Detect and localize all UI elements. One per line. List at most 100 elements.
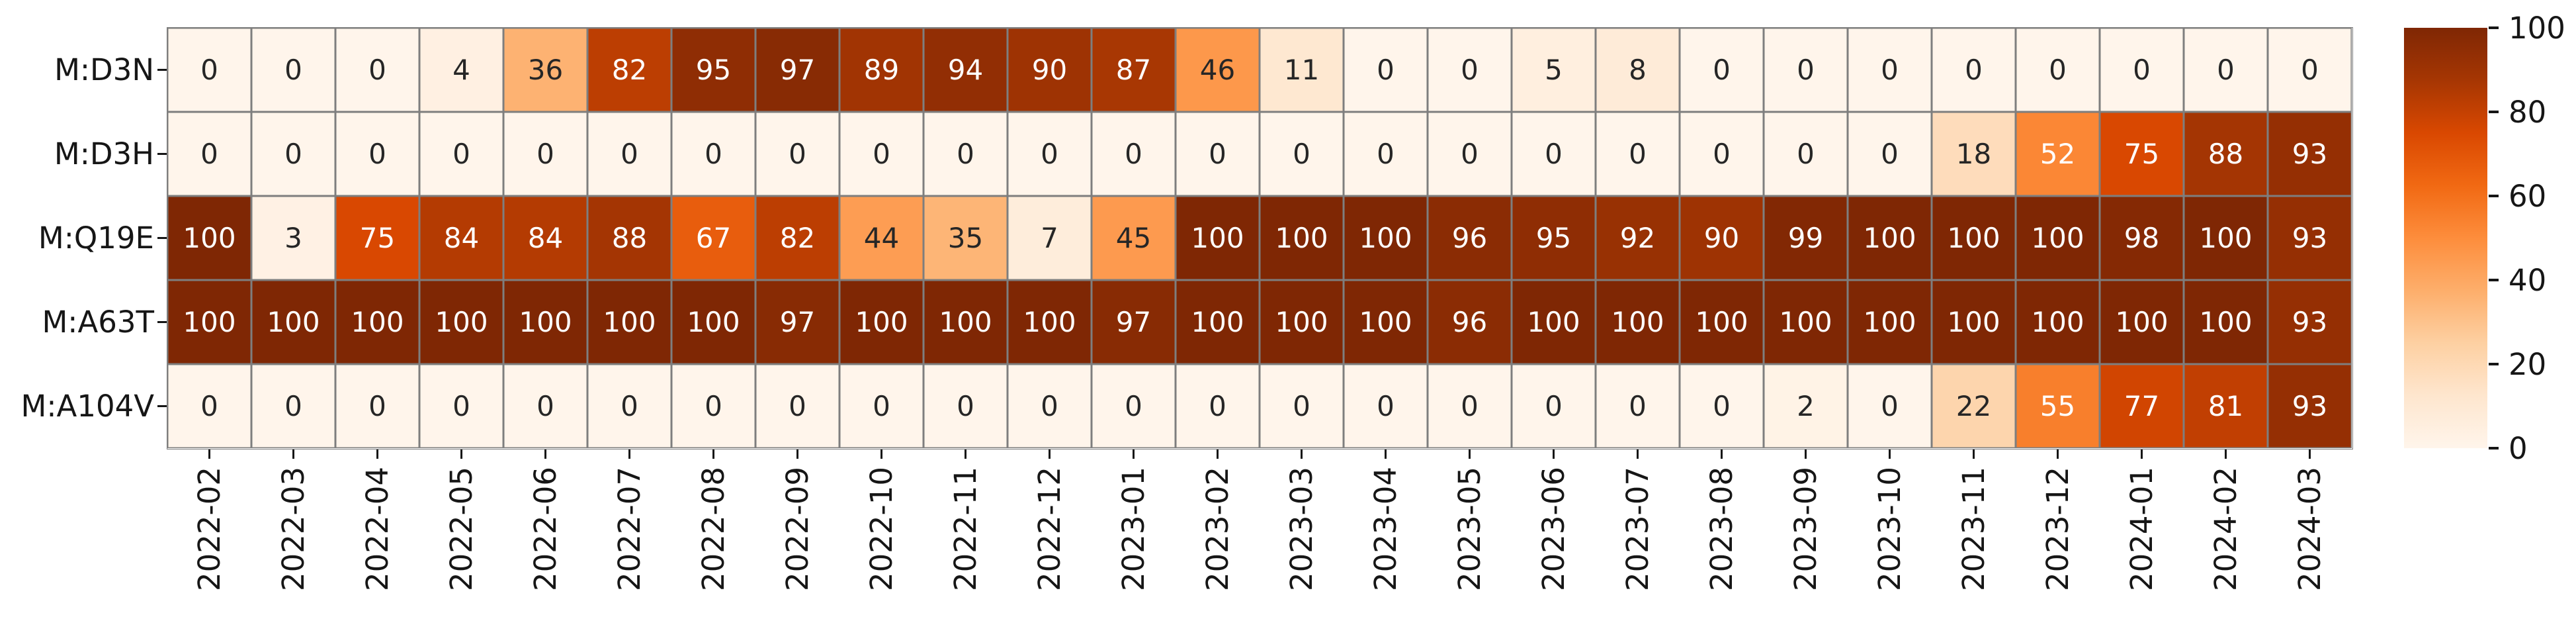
cell-value: 44 (863, 221, 900, 254)
y-tick-mark (157, 68, 167, 71)
heatmap-cell: 90 (1008, 28, 1092, 112)
heatmap-cell: 0 (1512, 112, 1596, 196)
cell-value: 0 (1713, 53, 1731, 86)
cell-value: 7 (1041, 221, 1058, 254)
heatmap-cell: 0 (335, 28, 419, 112)
heatmap-cell: 7 (1008, 196, 1092, 280)
heatmap-cell: 0 (923, 112, 1008, 196)
colorbar-tick-mark (2489, 447, 2499, 450)
heatmap-cell: 0 (1092, 364, 1176, 448)
heatmap-cell: 0 (2100, 28, 2184, 112)
heatmap-cell: 0 (587, 112, 671, 196)
row-label: M:A63T (42, 304, 154, 340)
heatmap-cell: 93 (2268, 196, 2352, 280)
heatmap-cell: 100 (1008, 280, 1092, 364)
row-label: M:D3H (54, 136, 154, 171)
colorbar-gradient (2404, 28, 2487, 448)
heatmap-cell: 22 (1932, 364, 2016, 448)
cell-value: 100 (1275, 305, 1328, 338)
cell-value: 100 (1863, 305, 1916, 338)
cell-value: 0 (873, 389, 890, 422)
heatmap-cell: 0 (251, 112, 335, 196)
x-tick-label: 2023-03 (1283, 466, 1319, 591)
cell-value: 36 (527, 53, 564, 86)
colorbar-tick-mark (2489, 279, 2499, 281)
cell-value: 52 (2039, 137, 2076, 170)
cell-value: 100 (939, 305, 992, 338)
colorbar-tick-mark (2489, 26, 2499, 29)
cell-value: 100 (1947, 305, 2000, 338)
heatmap-cell: 100 (1848, 280, 1932, 364)
cell-value: 0 (1041, 137, 1058, 170)
cell-value: 0 (537, 389, 554, 422)
colorbar-tick-label: 0 (2509, 431, 2528, 466)
heatmap-cell: 100 (671, 280, 755, 364)
cell-value: 0 (1293, 137, 1310, 170)
heatmap-cell: 100 (1176, 196, 1260, 280)
cell-value: 0 (705, 137, 722, 170)
cell-value: 100 (183, 305, 236, 338)
cell-value: 67 (695, 221, 732, 254)
cell-value: 0 (1629, 137, 1647, 170)
heatmap-cell: 100 (167, 280, 251, 364)
x-tick-label: 2022-11 (947, 466, 983, 591)
heatmap-cell: 0 (167, 28, 251, 112)
colorbar-tick-label: 40 (2509, 263, 2547, 298)
heatmap-cell: 2 (1764, 364, 1848, 448)
heatmap-cell: 4 (419, 28, 503, 112)
heatmap-cell: 0 (1428, 28, 1512, 112)
x-tick-label: 2023-09 (1787, 466, 1823, 591)
cell-value: 100 (2199, 221, 2253, 254)
x-tick-label: 2022-07 (611, 466, 647, 591)
cell-value: 0 (200, 53, 218, 86)
heatmap-cell: 0 (755, 364, 839, 448)
heatmap-cell: 100 (587, 280, 671, 364)
heatmap-cell: 0 (1848, 112, 1932, 196)
heatmap-cell: 0 (503, 112, 587, 196)
colorbar-tick-label: 100 (2509, 11, 2565, 46)
cell-value: 100 (1863, 221, 1916, 254)
cell-value: 0 (2217, 53, 2235, 86)
heatmap-cell: 44 (839, 196, 923, 280)
cell-value: 100 (1695, 305, 1748, 338)
cell-value: 97 (779, 53, 816, 86)
heatmap-cell: 100 (1344, 280, 1428, 364)
heatmap-cell: 93 (2268, 280, 2352, 364)
colorbar-tick-label: 80 (2509, 95, 2547, 130)
heatmap-cell: 0 (335, 364, 419, 448)
heatmap-cell: 82 (755, 196, 839, 280)
x-tick-mark (2140, 450, 2143, 459)
cell-value: 100 (1611, 305, 1664, 338)
x-tick-label: 2023-10 (1871, 466, 1907, 591)
x-tick-mark (1300, 450, 1303, 459)
cell-value: 0 (1461, 137, 1479, 170)
cell-value: 100 (183, 221, 236, 254)
heatmap-cell: 100 (1764, 280, 1848, 364)
heatmap-cell: 100 (1260, 280, 1344, 364)
heatmap-cell: 0 (251, 364, 335, 448)
heatmap-cell: 0 (251, 28, 335, 112)
x-tick-label: 2023-11 (1955, 466, 1991, 591)
x-tick-label: 2023-08 (1703, 466, 1739, 591)
heatmap-cell: 0 (1260, 112, 1344, 196)
cell-value: 4 (452, 53, 470, 86)
cell-value: 100 (2031, 221, 2084, 254)
cell-value: 0 (452, 389, 470, 422)
x-tick-mark (460, 450, 463, 459)
heatmap-cell: 0 (1596, 364, 1680, 448)
x-tick-label: 2023-01 (1115, 466, 1151, 591)
cell-value: 0 (284, 137, 302, 170)
x-tick-mark (1216, 450, 1219, 459)
x-tick-mark (2056, 450, 2059, 459)
cell-value: 95 (695, 53, 732, 86)
x-tick-mark (880, 450, 883, 459)
heatmap-cell: 97 (755, 280, 839, 364)
cell-value: 94 (947, 53, 984, 86)
heatmap-cell: 100 (167, 196, 251, 280)
x-tick-mark (1972, 450, 1975, 459)
heatmap-cell: 0 (167, 364, 251, 448)
cell-value: 100 (2199, 305, 2253, 338)
x-tick-label: 2022-12 (1031, 466, 1067, 591)
x-tick-label: 2023-06 (1535, 466, 1571, 591)
row-label: M:A104V (21, 388, 154, 424)
